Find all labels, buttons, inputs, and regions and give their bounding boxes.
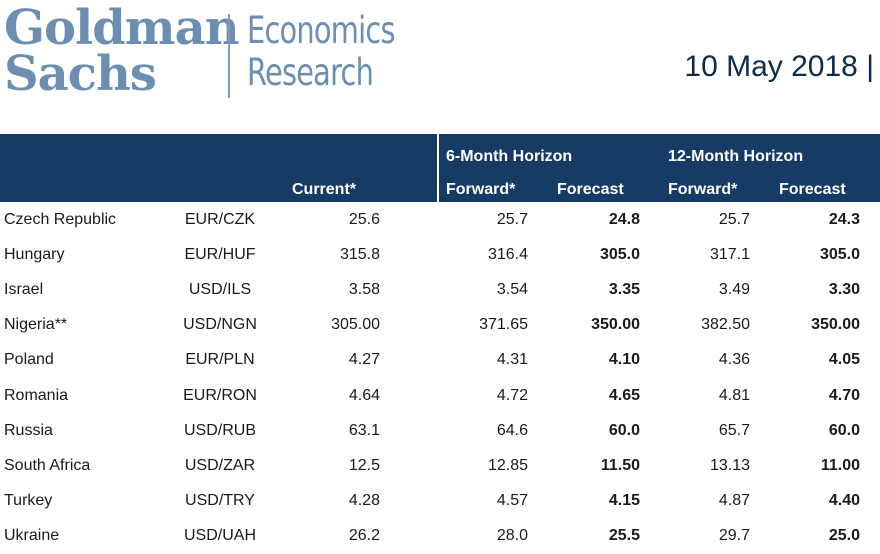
currency-pair-cell: USD/UAH	[183, 526, 256, 544]
forward-12m-cell: 4.36	[718, 351, 750, 369]
current-value-cell: 315.8	[339, 246, 380, 264]
forecast-6m-cell: 350.00	[591, 316, 640, 334]
table-row: Turkey USD/TRY 4.28 4.57 4.15 4.87 4.40	[0, 484, 880, 519]
country-cell: Russia	[4, 421, 53, 439]
table-row: Nigeria** USD/NGN 305.00 371.65 350.00 382.50…	[0, 308, 880, 343]
currency-pair-cell: USD/NGN	[183, 316, 257, 334]
division-line-2: Research	[247, 51, 374, 94]
currency-pair-cell: USD/RUB	[183, 421, 256, 439]
forecast-12m-cell: 24.3	[828, 211, 860, 228]
currency-pair-cell: EUR/RON	[183, 386, 257, 404]
group-header-12-month: 12-Month Horizon	[668, 148, 804, 165]
column-header-forward-6m: Forward*	[446, 181, 516, 198]
forecast-12m-cell: 350.00	[811, 316, 860, 334]
country-cell: Turkey	[4, 491, 53, 509]
table-row: Hungary EUR/HUF 315.8 316.4 305.0 317.1 305.0	[0, 238, 880, 273]
table-row: Israel USD/ILS 3.58 3.54 3.35 3.49 3.30	[0, 273, 880, 308]
forecast-12m-cell: 305.0	[819, 246, 860, 264]
currency-pair-cell: EUR/HUF	[184, 246, 256, 264]
logo-line-1: Goldman	[4, 0, 240, 56]
forward-12m-cell: 4.81	[718, 386, 750, 404]
country-cell: Nigeria**	[4, 316, 68, 334]
currency-pair-cell: EUR/CZK	[184, 211, 256, 228]
forward-6m-cell: 371.65	[479, 316, 528, 334]
forecast-6m-cell: 11.50	[600, 456, 640, 474]
country-cell: South Africa	[4, 456, 91, 474]
currency-pair-cell: USD/ILS	[188, 281, 252, 299]
forward-6m-cell: 4.72	[496, 386, 528, 404]
forecast-12m-cell: 4.05	[828, 351, 860, 369]
forward-6m-cell: 3.54	[496, 281, 528, 299]
country-cell: Hungary	[4, 246, 65, 264]
forward-6m-cell: 316.4	[487, 246, 528, 264]
forecast-12m-cell: 3.30	[828, 281, 860, 299]
forecast-12m-cell: 25.0	[828, 526, 860, 544]
forward-12m-cell: 29.7	[718, 526, 750, 544]
column-header-forecast-12m: Forecast	[779, 181, 846, 198]
current-value-cell: 3.58	[348, 281, 380, 299]
currency-pair-cell: USD/TRY	[185, 491, 255, 509]
forward-6m-cell: 28.0	[496, 526, 528, 544]
table-row: Ukraine USD/UAH 26.2 28.0 25.5 29.7 25.0	[0, 519, 880, 554]
table-row: Czech Republic EUR/CZK 25.6 25.7 24.8 25.7 24.…	[0, 203, 880, 238]
forecast-6m-cell: 4.10	[608, 351, 640, 369]
forward-6m-cell: 64.6	[496, 421, 528, 439]
forward-12m-cell: 65.7	[718, 421, 750, 439]
table-row: Romania EUR/RON 4.64 4.72 4.65 4.81 4.70	[0, 379, 880, 414]
currency-pair-cell: EUR/PLN	[185, 351, 255, 369]
forward-12m-cell: 13.13	[709, 456, 750, 474]
logo-divider	[228, 14, 230, 98]
current-value-cell: 26.2	[348, 526, 380, 544]
forward-12m-cell: 25.7	[718, 211, 750, 228]
table-row: South Africa USD/ZAR 12.5 12.85 11.50 13.13 11…	[0, 449, 880, 484]
forward-12m-cell: 4.87	[718, 491, 750, 509]
forward-6m-cell: 4.31	[496, 351, 528, 369]
table-row: Poland EUR/PLN 4.27 4.31 4.10 4.36 4.05	[0, 343, 880, 378]
table-header: 6-Month Horizon 12-Month Horizon Current…	[0, 134, 880, 202]
logo-line-2: Sachs	[4, 46, 157, 102]
forecast-6m-cell: 3.35	[608, 281, 640, 299]
current-value-cell: 4.27	[348, 351, 380, 369]
forecast-6m-cell: 60.0	[608, 421, 640, 439]
forecast-12m-cell: 4.40	[828, 491, 860, 509]
division-name: Economics Research	[247, 9, 396, 94]
forward-6m-cell: 4.57	[496, 491, 528, 509]
forward-12m-cell: 382.50	[701, 316, 750, 334]
forecast-6m-cell: 4.65	[608, 386, 640, 404]
forecast-6m-cell: 25.5	[608, 526, 640, 544]
forecast-12m-cell: 4.70	[828, 386, 860, 404]
forward-6m-cell: 25.7	[496, 211, 528, 228]
forecast-12m-cell: 11.00	[820, 456, 860, 474]
current-value-cell: 4.64	[348, 386, 380, 404]
column-header-current: Current*	[292, 181, 357, 198]
current-value-cell: 25.6	[348, 211, 380, 228]
header-separator	[437, 134, 439, 202]
country-cell: Ukraine	[4, 526, 60, 544]
forecast-12m-cell: 60.0	[828, 421, 860, 439]
current-value-cell: 63.1	[348, 421, 380, 439]
forward-12m-cell: 317.1	[709, 246, 750, 264]
country-cell: Israel	[4, 281, 44, 299]
division-line-1: Economics	[247, 9, 396, 52]
forecast-6m-cell: 24.8	[608, 211, 640, 228]
forward-12m-cell: 3.49	[718, 281, 750, 299]
goldman-sachs-logo: Goldman Sachs	[4, 4, 240, 104]
table-row: Russia USD/RUB 63.1 64.6 60.0 65.7 60.0	[0, 414, 880, 449]
group-header-6-month: 6-Month Horizon	[446, 148, 573, 165]
forward-6m-cell: 12.85	[487, 456, 528, 474]
report-date: 10 May 2018 |	[684, 50, 874, 83]
country-cell: Czech Republic	[4, 211, 117, 228]
country-cell: Romania	[4, 386, 69, 404]
currency-pair-cell: USD/ZAR	[184, 456, 256, 474]
current-value-cell: 12.5	[348, 456, 380, 474]
current-value-cell: 4.28	[348, 491, 380, 509]
current-value-cell: 305.00	[331, 316, 380, 334]
column-header-forecast-6m: Forecast	[557, 181, 624, 198]
column-header-forward-12m: Forward*	[668, 181, 738, 198]
forecast-6m-cell: 4.15	[608, 491, 640, 509]
forecast-6m-cell: 305.0	[599, 246, 640, 264]
country-cell: Poland	[4, 351, 54, 369]
